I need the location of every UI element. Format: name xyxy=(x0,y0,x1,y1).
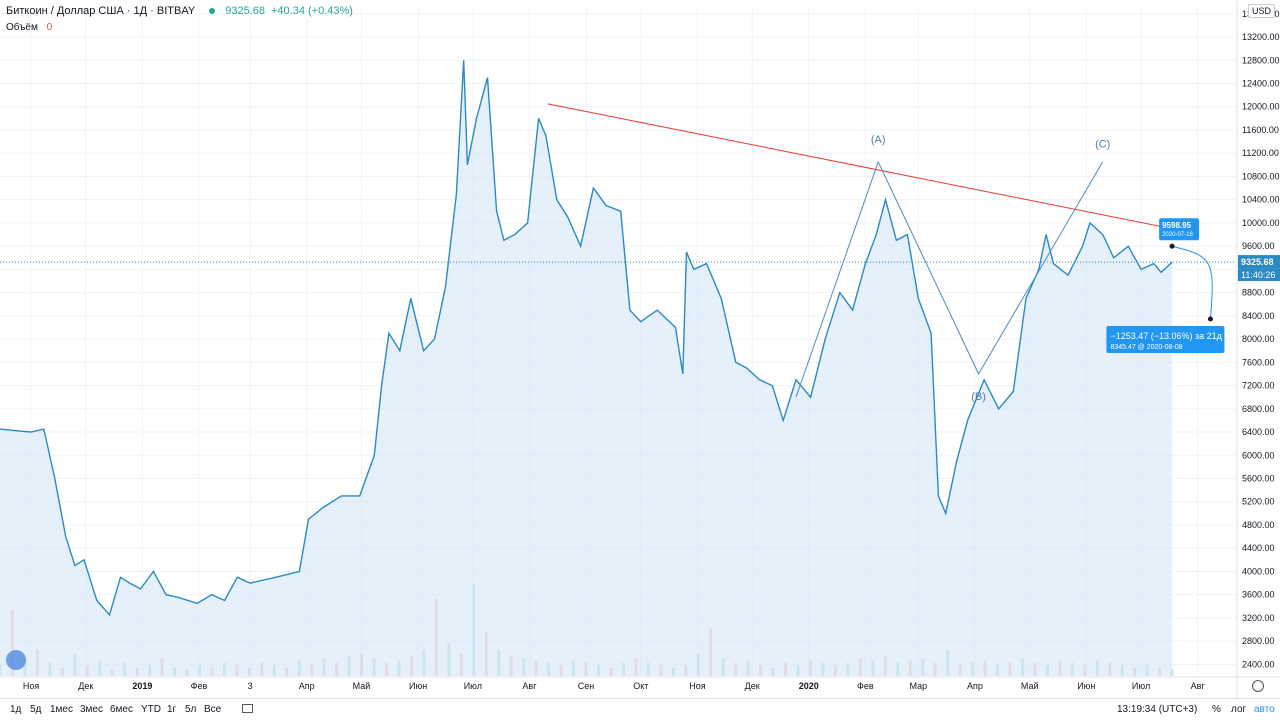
y-tick-label: 10000.00 xyxy=(1242,218,1280,228)
x-tick-label: Ноя xyxy=(23,681,40,691)
x-tick-label: Июн xyxy=(1077,681,1095,691)
market-status-icon xyxy=(209,8,216,14)
x-tick-label: Апр xyxy=(967,681,983,691)
y-tick-label: 13200.00 xyxy=(1242,32,1280,42)
x-tick-label: Сен xyxy=(578,681,595,691)
current-price-label: 9325.68 xyxy=(1241,257,1274,267)
x-tick-label: 2019 xyxy=(132,681,152,691)
x-tick-label: Июл xyxy=(1132,681,1150,691)
bottom-toolbar: 1д 5д 1мес 3мес 6мес YTD 1г 5л Все 13:19… xyxy=(0,698,1280,721)
wave-label: (B) xyxy=(971,391,986,403)
y-tick-label: 10400.00 xyxy=(1242,195,1280,205)
volume-bar xyxy=(1170,669,1174,676)
projection-end-badge xyxy=(1106,326,1225,354)
timeframe-1y[interactable]: 1г xyxy=(167,704,177,715)
projection-curve[interactable] xyxy=(1171,245,1213,320)
current-price-badge xyxy=(1238,255,1280,269)
volume-legend: Объём 0 xyxy=(6,22,52,33)
symbol-title[interactable]: Биткоин / Доллар США · 1Д · BITBAY xyxy=(6,5,196,17)
projection-start-date: 2020-07-18 xyxy=(1162,232,1193,238)
auto-toggle[interactable]: авто xyxy=(1254,704,1275,715)
x-tick-label: Май xyxy=(1021,681,1039,691)
settings-gear-icon[interactable] xyxy=(1252,680,1264,692)
x-tick-label: Июн xyxy=(409,681,427,691)
price-change: +40.34 (+0.43%) xyxy=(270,5,353,17)
timeframe-1d[interactable]: 1д xyxy=(10,704,22,715)
y-tick-label: 4400.00 xyxy=(1242,543,1275,553)
timeframe-5y[interactable]: 5л xyxy=(185,704,197,715)
y-tick-label: 6800.00 xyxy=(1242,404,1275,414)
log-toggle[interactable]: лог xyxy=(1231,704,1247,715)
y-tick-label: 9600.00 xyxy=(1242,241,1275,251)
volume-label: Объём xyxy=(6,22,38,33)
x-tick-label: Ноя xyxy=(689,681,706,691)
wave-label: (A) xyxy=(871,134,886,146)
price-area-fill xyxy=(0,60,1173,677)
countdown-label: 11:40:26 xyxy=(1241,270,1275,280)
y-tick-label: 11600.00 xyxy=(1242,125,1279,135)
x-tick-label: Мар xyxy=(910,681,928,691)
x-tick-label: Май xyxy=(353,681,371,691)
countdown-badge xyxy=(1238,268,1280,282)
wave-label: (C) xyxy=(1095,138,1110,150)
y-tick-label: 12400.00 xyxy=(1242,79,1280,89)
percent-toggle[interactable]: % xyxy=(1212,704,1221,715)
x-tick-label: Июл xyxy=(464,681,482,691)
projection-start-price: 9598.95 xyxy=(1162,221,1191,230)
x-tick-label: Апр xyxy=(299,681,315,691)
projection-change-text: −1253.47 (−13.06%) за 21д xyxy=(1110,331,1222,341)
projection-start-point[interactable] xyxy=(1169,243,1175,249)
volume-value: 0 xyxy=(46,22,53,33)
timeframe-1m[interactable]: 1мес xyxy=(50,704,73,715)
timeframe-3m[interactable]: 3мес xyxy=(80,704,103,715)
y-tick-label: 3600.00 xyxy=(1242,590,1275,600)
x-tick-label: 3 xyxy=(248,681,253,691)
timeframe-5d[interactable]: 5д xyxy=(30,704,42,715)
y-tick-label: 3200.00 xyxy=(1242,613,1275,623)
y-tick-label: 4800.00 xyxy=(1242,520,1275,530)
projection-start-badge xyxy=(1159,218,1200,241)
projection-end-point[interactable] xyxy=(1207,316,1213,322)
y-tick-label: 5200.00 xyxy=(1242,497,1275,507)
price-line[interactable] xyxy=(0,60,1173,617)
y-tick-label: 5600.00 xyxy=(1242,474,1275,484)
y-tick-label: 6000.00 xyxy=(1242,450,1275,460)
timeframe-ytd[interactable]: YTD xyxy=(141,704,161,715)
currency-badge[interactable]: USD xyxy=(1248,4,1276,18)
trend-line[interactable] xyxy=(547,103,1173,230)
x-tick-label: Дек xyxy=(78,681,93,691)
x-tick-label: Авг xyxy=(1191,681,1206,691)
y-tick-label: 7200.00 xyxy=(1242,381,1275,391)
y-tick-label: 11200.00 xyxy=(1242,148,1279,158)
y-tick-label: 12000.00 xyxy=(1242,102,1280,112)
tradingview-logo-icon xyxy=(6,650,26,670)
y-tick-label: 8000.00 xyxy=(1242,334,1275,344)
x-tick-label: Дек xyxy=(745,681,760,691)
symbol-legend: Биткоин / Доллар США · 1Д · BITBAY 9325.… xyxy=(6,5,353,17)
x-tick-label: Фев xyxy=(191,681,208,691)
y-tick-label: 12800.00 xyxy=(1242,55,1280,65)
timeframe-all[interactable]: Все xyxy=(204,704,222,715)
date-range-icon[interactable] xyxy=(242,704,253,713)
x-tick-label: Фев xyxy=(857,681,874,691)
y-tick-label: 10800.00 xyxy=(1242,171,1280,181)
y-tick-label: 7600.00 xyxy=(1242,357,1275,367)
clock-time[interactable]: 13:19:34 (UTC+3) xyxy=(1117,704,1198,715)
y-tick-label: 8400.00 xyxy=(1242,311,1275,321)
elliott-wave-lines[interactable] xyxy=(795,160,1104,398)
y-tick-label: 4000.00 xyxy=(1242,566,1275,576)
x-tick-label: Авг xyxy=(522,681,537,691)
projection-end-text: 8345.47 @ 2020-08-08 xyxy=(1110,344,1182,351)
y-tick-label: 6400.00 xyxy=(1242,427,1275,437)
timeframe-6m[interactable]: 6мес xyxy=(110,704,133,715)
y-tick-label: 2800.00 xyxy=(1242,636,1275,646)
y-tick-label: 2400.00 xyxy=(1242,659,1275,669)
y-tick-label: 8800.00 xyxy=(1242,288,1275,298)
x-tick-label: Окт xyxy=(633,681,648,691)
x-tick-label: 2020 xyxy=(799,681,819,691)
last-price: 9325.68 xyxy=(225,5,265,17)
